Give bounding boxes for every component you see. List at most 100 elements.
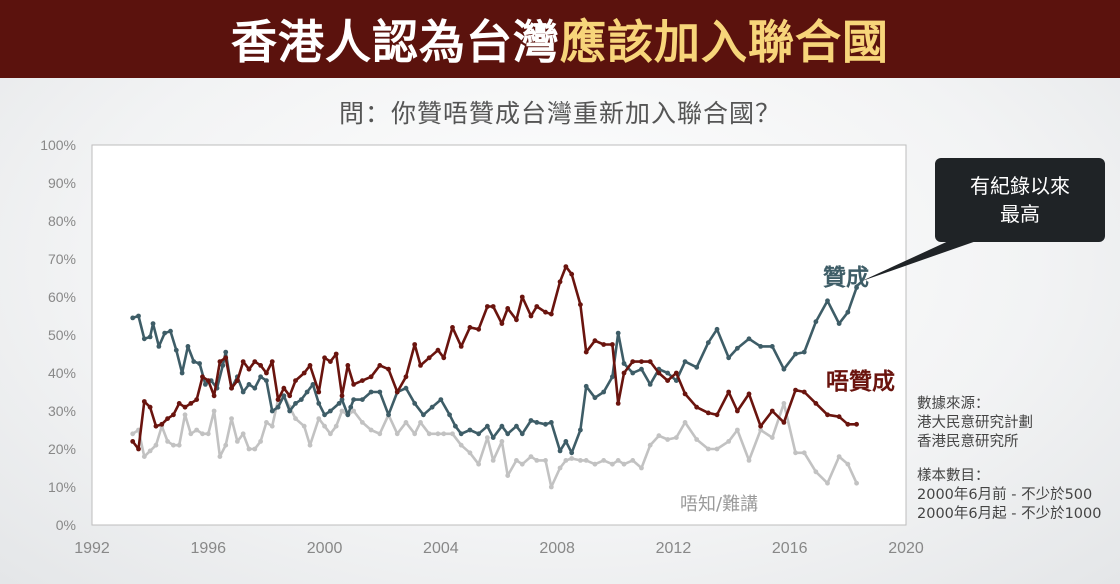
data-point xyxy=(421,412,426,418)
data-point xyxy=(418,420,423,425)
data-point xyxy=(563,439,569,444)
data-point xyxy=(191,359,197,364)
data-point xyxy=(403,374,409,380)
x-tick-label: 1996 xyxy=(190,540,226,557)
data-point xyxy=(162,330,168,336)
series-label-oppose: 唔贊成 xyxy=(826,369,895,395)
data-point xyxy=(176,401,182,406)
data-point xyxy=(682,359,688,364)
data-point xyxy=(609,342,615,347)
data-point xyxy=(223,349,229,355)
data-point xyxy=(639,359,644,364)
data-point xyxy=(156,344,162,349)
data-point xyxy=(252,359,258,364)
data-point xyxy=(601,389,607,395)
data-point xyxy=(258,363,264,368)
data-point xyxy=(714,412,720,418)
data-point xyxy=(499,439,505,444)
data-point xyxy=(656,370,662,376)
data-point xyxy=(726,389,732,395)
y-tick-label: 100% xyxy=(40,137,76,153)
data-point xyxy=(211,408,217,414)
data-point xyxy=(200,374,205,380)
data-point xyxy=(801,450,807,456)
data-point xyxy=(322,412,327,418)
data-point xyxy=(316,389,322,395)
data-point xyxy=(194,427,200,433)
chart-series-layer xyxy=(130,264,859,490)
data-point xyxy=(327,431,333,437)
data-point xyxy=(168,328,173,334)
data-point xyxy=(801,389,807,395)
data-point xyxy=(563,264,569,269)
data-point xyxy=(293,401,298,406)
data-point xyxy=(403,420,409,425)
y-tick-label: 0% xyxy=(56,517,76,533)
x-tick-label: 2000 xyxy=(307,540,343,557)
chart-axes: 0% 10% 20% 30% 40% 50% 60% 70% 80% 90% 100% 1992 199… xyxy=(40,137,985,557)
data-point xyxy=(438,397,444,402)
data-point xyxy=(682,420,688,425)
data-point xyxy=(769,344,775,349)
data-point xyxy=(548,484,554,490)
data-point xyxy=(665,378,671,383)
data-point xyxy=(377,431,383,437)
data-point xyxy=(403,385,409,391)
data-point xyxy=(836,454,842,459)
data-point xyxy=(368,389,374,395)
data-point xyxy=(351,397,357,402)
data-point xyxy=(609,461,615,467)
data-point xyxy=(639,465,644,471)
series-label-dont-know: 唔知/難講 xyxy=(680,494,759,515)
data-point xyxy=(182,412,188,418)
data-point xyxy=(621,361,627,366)
data-point xyxy=(514,423,519,429)
callout-line-2: 最高 xyxy=(1000,202,1040,226)
data-point xyxy=(322,355,327,361)
data-point xyxy=(287,408,293,414)
data-point xyxy=(673,370,679,376)
data-point xyxy=(217,359,223,364)
data-point xyxy=(543,309,548,315)
data-point xyxy=(615,330,621,336)
data-point xyxy=(845,421,851,427)
data-point xyxy=(394,431,400,437)
sample-line-1: 2000年6月前 - 不少於500 xyxy=(917,487,1093,503)
data-point xyxy=(813,401,819,406)
data-point xyxy=(705,446,711,452)
data-point xyxy=(793,351,798,357)
data-point xyxy=(801,349,807,355)
data-point xyxy=(223,355,229,361)
data-point xyxy=(220,363,226,368)
data-point xyxy=(234,439,240,444)
data-point xyxy=(682,391,688,397)
data-point xyxy=(298,397,304,402)
data-point xyxy=(141,399,147,404)
source-title: 數據來源： xyxy=(917,396,990,412)
series-label-support: 贊成 xyxy=(823,265,869,291)
data-point xyxy=(519,431,525,437)
data-point xyxy=(557,279,563,285)
data-point xyxy=(293,378,298,383)
y-tick-label: 30% xyxy=(48,403,76,419)
x-tick-label: 2008 xyxy=(539,540,575,557)
data-point xyxy=(665,370,671,376)
data-point xyxy=(345,363,351,368)
data-point xyxy=(316,416,322,421)
data-point xyxy=(621,461,627,467)
data-point xyxy=(769,408,775,414)
data-point xyxy=(583,458,589,463)
data-point xyxy=(578,458,583,463)
data-point xyxy=(264,378,269,383)
x-tick-label: 2012 xyxy=(656,540,692,557)
data-point xyxy=(694,404,700,410)
data-point xyxy=(435,347,441,353)
data-point xyxy=(519,461,525,467)
data-point xyxy=(217,454,223,459)
data-point xyxy=(304,389,310,395)
data-point xyxy=(726,355,732,361)
data-point xyxy=(377,363,383,368)
data-point xyxy=(336,401,342,406)
data-point xyxy=(578,302,583,307)
